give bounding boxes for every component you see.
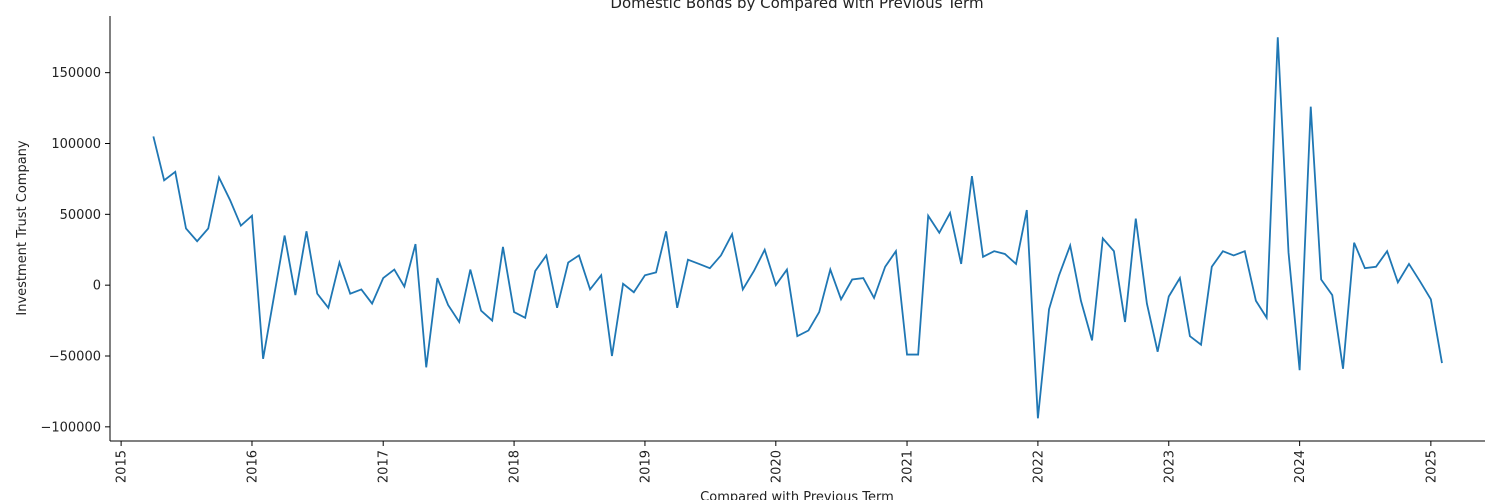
chart-title: Domestic Bonds by Compared with Previous… — [610, 0, 983, 12]
axes — [109, 16, 1485, 442]
y-tick-label: 150000 — [51, 66, 101, 81]
x-tick-label: 2024 — [1293, 450, 1308, 483]
y-tick-label: 0 — [93, 279, 101, 294]
x-tick-label: 2015 — [115, 450, 130, 483]
y-axis-label: Investment Trust Company — [15, 140, 30, 316]
x-tick-label: 2023 — [1162, 450, 1177, 483]
series-line — [152, 37, 1443, 419]
x-tick-label: 2025 — [1424, 450, 1439, 483]
x-tick-label: 2020 — [769, 450, 784, 483]
y-tick-label: −50000 — [49, 350, 101, 365]
x-tick-label: 2022 — [1031, 450, 1046, 483]
x-tick-label: 2021 — [901, 450, 916, 483]
y-tick-label: −100000 — [40, 420, 101, 435]
x-tick-label: 2018 — [508, 450, 523, 483]
x-axis-label: Compared with Previous Term — [700, 490, 894, 500]
ticks: −100000 −50000 0 50000 100000 150000 2015 2016 2… — [40, 66, 1439, 483]
x-tick-label: 2016 — [245, 450, 260, 483]
y-tick-label: 50000 — [60, 208, 101, 223]
x-tick-label: 2017 — [377, 450, 392, 483]
x-tick-label: 2019 — [638, 450, 653, 483]
y-tick-label: 100000 — [51, 137, 101, 152]
